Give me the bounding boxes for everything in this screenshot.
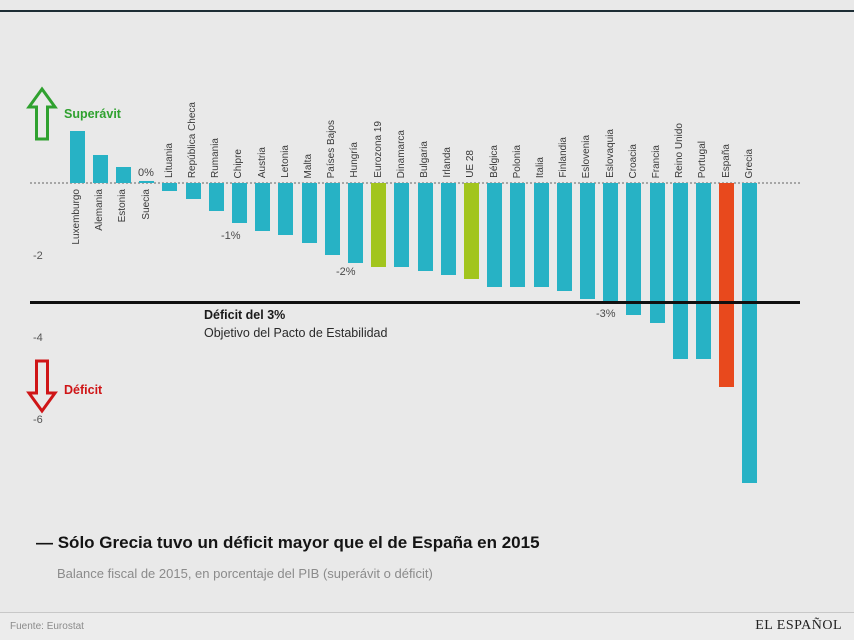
bar-lituania (162, 183, 178, 191)
bar-italia (533, 183, 549, 287)
surplus-label: Superávit (64, 107, 121, 121)
bar-polonia (510, 183, 526, 287)
bar-eurozona-19 (371, 183, 387, 267)
bar-chipre (231, 183, 247, 223)
footer-bar: Fuente: Eurostat EL ESPAÑOL (0, 612, 854, 640)
bar-malta (301, 183, 317, 243)
bar-hungría (347, 183, 363, 263)
source-credit: Fuente: Eurostat (10, 621, 84, 632)
bar-label: Croacia (627, 143, 639, 178)
bar-dinamarca (394, 183, 410, 267)
annotation-minus1: -1% (221, 230, 241, 242)
bar-label: Malta (303, 153, 314, 178)
bar-austria (255, 183, 271, 231)
target-line-subtitle: Objetivo del Pacto de Estabilidad (204, 326, 388, 340)
bar-label: Hungría (349, 142, 361, 178)
bar-label: Chipre (233, 148, 245, 178)
deficit-3pct-line (30, 301, 800, 304)
bar-label: Francia (651, 144, 662, 178)
bar-label: Estonia (117, 189, 129, 223)
bar-label: Dinamarca (395, 129, 407, 178)
y-tick-minus6: -6 (33, 414, 43, 426)
annotation-minus2: -2% (336, 266, 356, 278)
bar-eslovaquia (603, 183, 619, 303)
bar-bulgaria (417, 183, 433, 271)
bar-label: Alemania (94, 189, 106, 231)
deficit-label: Déficit (64, 383, 103, 397)
bar-luxemburgo (69, 131, 85, 183)
chart-subtitle: Balance fiscal de 2015, en porcentaje de… (57, 566, 433, 581)
bar-república-checa (185, 183, 201, 199)
bar-bélgica (487, 183, 503, 287)
bar-label: Portugal (697, 140, 709, 178)
top-divider (0, 10, 854, 12)
y-tick-minus4: -4 (33, 332, 43, 344)
surplus-arrow-icon (26, 86, 58, 141)
bar-label: Lituania (163, 142, 175, 178)
bar-suecia (139, 181, 155, 183)
bar-label: Bélgica (488, 145, 500, 178)
bar-eslovenia (579, 183, 595, 299)
bar-label: Eslovenia (581, 134, 593, 178)
bar-label: Rumania (210, 137, 222, 178)
bar-label: Bulgaria (419, 141, 430, 178)
bar-españa (719, 183, 735, 387)
bar-rumania (208, 183, 224, 211)
bar-label: Irlanda (442, 147, 454, 178)
annotation-minus3: -3% (596, 308, 616, 320)
bar-label: UE 28 (465, 150, 477, 178)
bar-finlandia (556, 183, 572, 291)
zero-gridline (30, 182, 800, 184)
deficit-arrow-icon (26, 359, 58, 414)
bar-ue-28 (463, 183, 479, 279)
bar-label: Países Bajos (326, 119, 338, 178)
brand-logo: EL ESPAÑOL (755, 618, 842, 633)
bar-label: Polonia (511, 144, 523, 178)
bar-grecia (742, 183, 758, 483)
bar-label: Grecia (743, 148, 755, 178)
bar-label: Suecia (140, 189, 152, 220)
bar-francia (649, 183, 665, 323)
bar-irlanda (440, 183, 456, 275)
bar-label: Eurozona 19 (372, 121, 384, 178)
bar-label: Finlandia (558, 137, 570, 178)
bar-label: Eslovaquia (604, 129, 616, 178)
bar-label: Reino Unido (674, 122, 686, 178)
bar-reino-unido (672, 183, 688, 359)
bar-label: Austria (256, 146, 268, 178)
bar-croacia (626, 183, 642, 315)
bar-label: Letonia (279, 145, 291, 178)
target-line-title: Déficit del 3% (204, 308, 286, 322)
zero-axis-label: 0% (138, 167, 154, 179)
bar-label: Luxemburgo (71, 189, 82, 245)
chart-title: — Sólo Grecia tuvo un déficit mayor que … (36, 533, 540, 552)
bar-label: República Checa (187, 101, 198, 178)
bar-letonia (278, 183, 294, 235)
bar-alemania (92, 155, 108, 183)
bar-label: España (720, 144, 732, 178)
bar-label: Italia (535, 156, 546, 178)
bar-portugal (695, 183, 711, 359)
bar-estonia (115, 167, 131, 183)
y-tick-minus2: -2 (33, 250, 43, 262)
bar-países-bajos (324, 183, 340, 255)
